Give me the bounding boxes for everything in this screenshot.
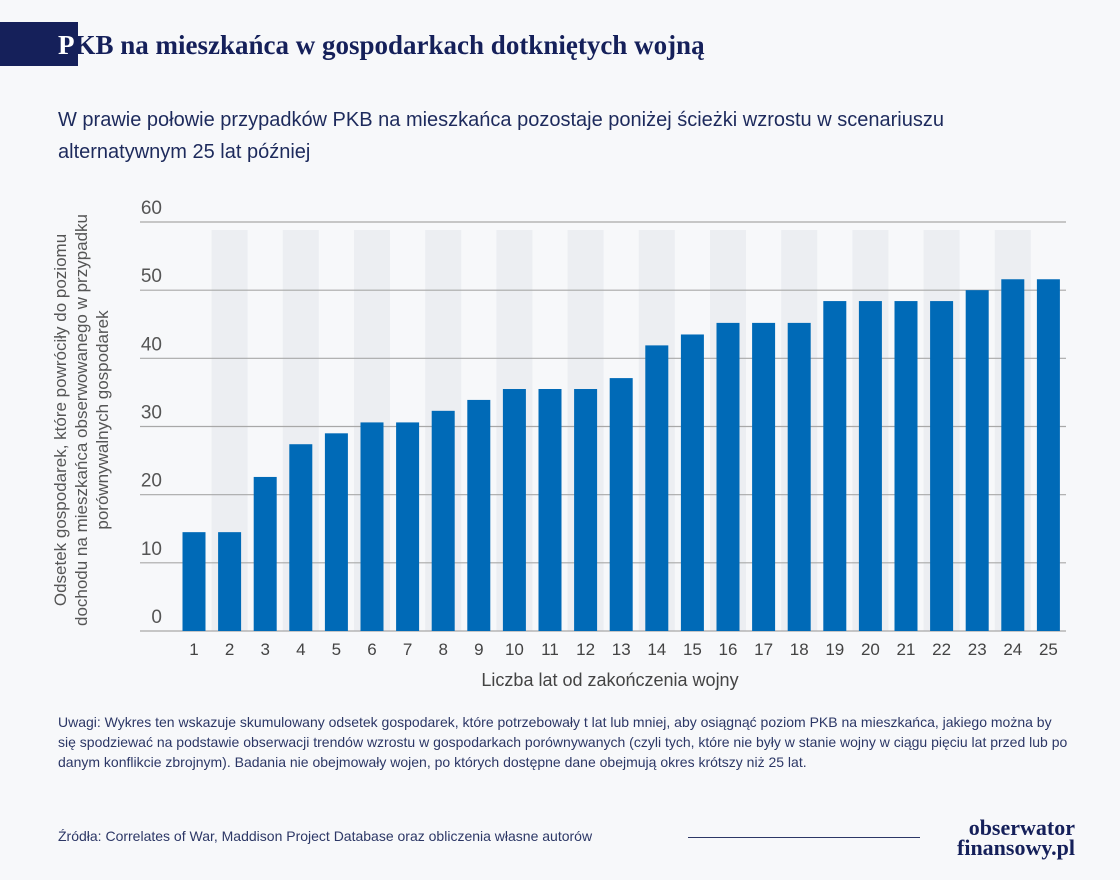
x-axis-label: Liczba lat od zakończenia wojny (481, 670, 739, 690)
y-tick-label: 60 (141, 198, 162, 219)
x-tick-label: 15 (683, 640, 702, 659)
bar (360, 422, 384, 631)
x-tick-label: 17 (754, 640, 773, 659)
y-tick-label: 10 (141, 539, 162, 560)
bar (218, 532, 242, 631)
bar (716, 322, 740, 631)
note: Uwagi: Wykres ten wskazuje skumulowany o… (58, 714, 1068, 770)
bar (680, 334, 704, 631)
bar (467, 399, 491, 631)
y-tick-label: 30 (141, 403, 162, 424)
y-tick-label: 40 (141, 334, 162, 355)
divider (688, 837, 920, 838)
bar (930, 301, 954, 631)
y-tick-label: 20 (141, 471, 162, 492)
logo: obserwator finansowy.pl (935, 815, 1075, 860)
source: Źródła: Correlates of War, Maddison Proj… (58, 828, 593, 844)
x-tick-label: 22 (932, 640, 951, 659)
bar (538, 389, 562, 631)
logo-line2: finansowy.pl (957, 835, 1075, 860)
y-axis-label: Odsetek gospodarek, które powróciły do p… (51, 213, 112, 627)
bar (182, 532, 206, 631)
bar (752, 322, 776, 631)
x-tick-label: 4 (296, 640, 305, 659)
title-initial: P (58, 30, 75, 60)
x-tick-label: 2 (225, 640, 234, 659)
bar (787, 322, 811, 631)
bar (894, 301, 918, 631)
bar (289, 444, 313, 631)
title-band (0, 22, 78, 66)
x-tick-label: 16 (719, 640, 738, 659)
bar (858, 301, 882, 631)
x-tick-label: 7 (403, 640, 412, 659)
x-tick-label: 20 (861, 640, 880, 659)
x-tick-label: 23 (968, 640, 987, 659)
x-tick-label: 8 (438, 640, 447, 659)
x-tick-label: 11 (541, 640, 559, 659)
bar (502, 389, 526, 631)
bar (1001, 279, 1025, 631)
bar (823, 301, 847, 631)
title-text: KB na mieszkańca w gospodarkach dotknięt… (74, 30, 705, 60)
y-tick-label: 50 (141, 266, 162, 287)
bar (253, 476, 277, 631)
x-tick-label: 19 (825, 640, 844, 659)
x-tick-label: 1 (189, 640, 198, 659)
bar (396, 422, 420, 631)
bar (431, 410, 455, 631)
x-tick-label: 21 (897, 640, 916, 659)
logo-line1: obserwator (968, 815, 1075, 840)
subtitle: W prawie połowie przypadków PKB na miesz… (58, 109, 944, 163)
x-tick-label: 12 (576, 640, 595, 659)
x-tick-label: 18 (790, 640, 809, 659)
bar (965, 290, 989, 631)
bar (645, 345, 669, 631)
x-tick-label: 10 (505, 640, 524, 659)
x-tick-label: 13 (612, 640, 631, 659)
x-tick-label: 6 (367, 640, 376, 659)
x-tick-label: 5 (332, 640, 341, 659)
bar (1036, 279, 1060, 631)
y-tick-label: 0 (151, 607, 162, 628)
page-title: PKB na mieszkańca w gospodarkach dotknię… (58, 30, 705, 61)
bar (324, 433, 348, 631)
x-tick-label: 24 (1003, 640, 1022, 659)
x-tick-label: 3 (260, 640, 269, 659)
x-tick-label: 9 (474, 640, 483, 659)
bar (609, 378, 633, 631)
bar (574, 389, 598, 631)
x-tick-label: 25 (1039, 640, 1058, 659)
x-tick-label: 14 (647, 640, 666, 659)
